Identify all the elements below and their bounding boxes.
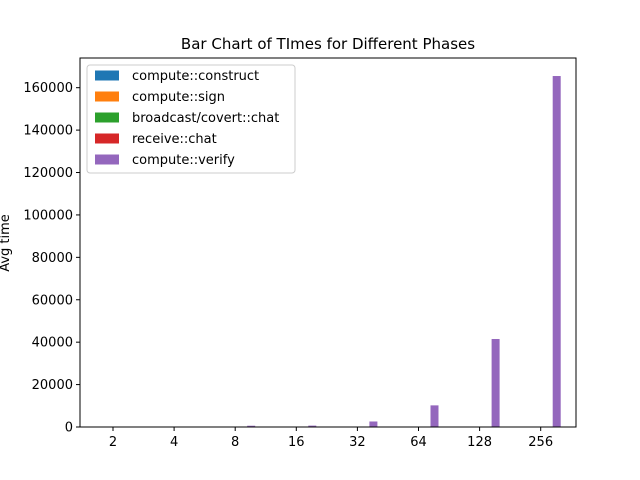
x-axis: 2 4 8 16 32 64 128 256 [109, 427, 553, 450]
legend-label: compute::sign [132, 90, 225, 105]
legend-label: compute::verify [132, 153, 235, 168]
legend-swatch [95, 133, 119, 144]
bar-compute-verify-16 [308, 425, 317, 427]
legend-swatch [95, 70, 119, 81]
y-tick-label: 60000 [32, 293, 73, 308]
legend-label: compute::construct [132, 69, 259, 84]
y-tick-label: 160000 [23, 81, 73, 96]
x-tick-label: 256 [528, 435, 553, 450]
x-tick-label: 128 [467, 435, 492, 450]
legend: compute::constructcompute::signbroadcast… [86, 64, 296, 174]
legend-swatch [95, 112, 119, 123]
bar-compute-verify-256 [552, 76, 561, 427]
plot-frame [79, 57, 577, 428]
y-axis: 0 20000 40000 60000 80000 100000 120000 140000 1… [23, 81, 80, 436]
y-tick-label: 40000 [32, 336, 73, 351]
bar-compute-verify-32 [369, 421, 378, 427]
legend-swatch [95, 154, 119, 165]
x-tick-label: 32 [349, 435, 366, 450]
x-tick-label: 8 [231, 435, 239, 450]
bar-compute-verify-8 [247, 425, 256, 427]
legend-label: broadcast/covert::chat [132, 111, 279, 126]
x-tick-label: 4 [170, 435, 178, 450]
legend-label: receive::chat [132, 132, 217, 147]
y-tick-label: 80000 [32, 251, 73, 266]
y-tick-label: 100000 [23, 208, 73, 223]
chart-title: Bar Chart of TImes for Different Phases [181, 35, 475, 53]
y-tick-label: 0 [65, 421, 73, 436]
x-tick-label: 64 [410, 435, 427, 450]
y-tick-label: 120000 [23, 166, 73, 181]
y-tick-label: 140000 [23, 124, 73, 139]
x-tick-label: 16 [288, 435, 305, 450]
bar-compute-verify-64 [430, 405, 439, 427]
bar-compute-verify-128 [491, 338, 500, 427]
y-axis-title: Avg time [0, 214, 13, 272]
legend-box [86, 64, 296, 174]
x-tick-label: 2 [109, 435, 117, 450]
y-tick-label: 20000 [32, 378, 73, 393]
legend-swatch [95, 91, 119, 102]
